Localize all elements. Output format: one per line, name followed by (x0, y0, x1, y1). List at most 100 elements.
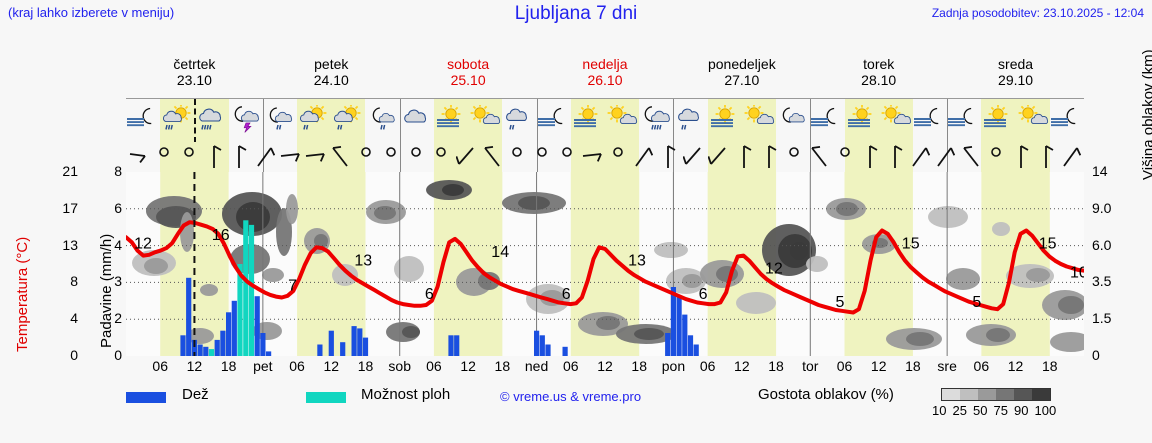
temperature-extreme-label-9: 12 (765, 261, 783, 278)
precipitation-bar-32 (687, 335, 694, 356)
cloudheight-tick-3: 3.5 (1092, 273, 1112, 290)
cloud-drizzle-icon (674, 105, 708, 135)
cloud-density-blob-49 (1058, 296, 1084, 314)
copyright-label[interactable]: © vreme.us & vreme.pro (500, 389, 642, 404)
cloud-density-blob-15 (394, 256, 424, 282)
day-separator-4 (673, 99, 675, 143)
cloud-density-tick-100: 100 (1034, 403, 1057, 418)
cloud-density-blob-29 (682, 274, 702, 288)
barb-light-wind-barb (129, 144, 149, 170)
day-name: petek (314, 56, 349, 72)
precipitation-tick-5: 0 (114, 347, 122, 363)
cloud-icon (400, 105, 434, 135)
day-date: 24.10 (313, 72, 349, 88)
barb-e-wind-barb (280, 144, 300, 170)
barb-n-wind-barb (734, 144, 754, 170)
day-header-5: torek 28.10 (810, 56, 947, 88)
cloudheight-axis-title: Višina oblakov (km) (1140, 49, 1152, 180)
cloud-density-color-scale (941, 388, 1051, 401)
precipitation-bar-20 (357, 328, 363, 356)
day-separator-2 (399, 142, 401, 172)
barb-nw-wind-barb (330, 144, 350, 170)
day-date: 23.10 (176, 72, 212, 88)
cloud-density-blob-12 (332, 264, 358, 286)
calm-circle-wind-barb (557, 144, 577, 170)
night-drizzle-icon (263, 105, 297, 135)
cloud-density-blob-27 (634, 328, 664, 340)
night-fog-icon (126, 105, 160, 135)
calm-circle-wind-barb (507, 144, 527, 170)
calm-circle-wind-barb (532, 144, 552, 170)
temperature-curve (126, 220, 1084, 315)
daylight-band-6 (981, 142, 1050, 172)
precipitation-bar-25 (539, 335, 545, 356)
precipitation-bar-15 (266, 351, 272, 356)
day-header-1: petek 24.10 (263, 56, 400, 88)
day-separator-6 (947, 99, 949, 143)
precipitation-tick-2: 4 (114, 236, 122, 253)
precipitation-bar-7 (220, 330, 226, 356)
day-separator-4 (673, 142, 675, 172)
cloudheight-tick-1: 9.0 (1092, 199, 1112, 216)
rain-legend-swatch (126, 392, 166, 403)
night-fog-icon (537, 105, 571, 135)
precipitation-bar-14 (260, 333, 266, 356)
temperature-extreme-label-0: 12 (134, 236, 152, 253)
precipitation-bar-2 (191, 339, 197, 356)
cloud-density-blob-51 (992, 222, 1010, 236)
cloud-density-blob-19 (478, 272, 500, 290)
x-tick-12: 12 (323, 358, 340, 374)
cloud-density-tick-25: 25 (952, 403, 967, 418)
location-menu-note[interactable]: (kraj lahko izberete v meniju) (8, 5, 175, 20)
x-tick-18: 18 (768, 358, 784, 374)
cloud-density-swatch-4 (1014, 389, 1032, 400)
barb-ne-wind-barb (1061, 144, 1082, 170)
cloud-density-blob-14 (374, 206, 396, 220)
precipitation-bar-23 (454, 335, 460, 356)
precipitation-bar-22 (448, 335, 454, 356)
night-fog-icon (913, 105, 947, 135)
page-title: Ljubljana 7 dni (514, 3, 638, 24)
daylight-band-5 (844, 142, 913, 172)
barb-n-wind-barb (885, 144, 905, 170)
precipitation-bar-1 (186, 277, 192, 356)
x-tick-sob: sob (388, 358, 411, 374)
day-name: četrtek (173, 56, 216, 72)
sun-cloud-icon (879, 105, 913, 135)
x-tick-tor: tor (802, 358, 819, 374)
barb-e-wind-barb (582, 144, 603, 170)
cloud-density-swatch-2 (978, 389, 996, 400)
day-date: 26.10 (587, 72, 623, 88)
x-tick-12: 12 (460, 358, 476, 374)
temperature-extreme-label-13: 15 (1039, 236, 1057, 253)
cloud-density-tick-75: 75 (993, 403, 1008, 418)
calm-circle-wind-barb (608, 144, 628, 170)
day-name: ponedeljek (707, 56, 776, 72)
cloud-density-swatch-0 (942, 389, 960, 400)
precipitation-bar-24 (534, 330, 540, 356)
temperature-tick-labels: 21 17 13 8 4 0 (44, 163, 78, 363)
calm-circle-wind-barb (406, 144, 426, 170)
day-date: 28.10 (861, 72, 897, 88)
day-date: 29.10 (998, 72, 1034, 88)
precipitation-bar-11 (243, 220, 249, 356)
calm-circle-wind-barb (431, 144, 451, 170)
cloud-density-blob-42 (928, 206, 968, 228)
cloud-density-blob-47 (1026, 268, 1050, 282)
x-tick-18: 18 (631, 358, 647, 374)
precipitation-bar-31 (682, 314, 688, 356)
night-cloud-rain-icon (639, 105, 673, 135)
barb-n-wind-barb (229, 144, 249, 170)
cloud-density-blob-11 (314, 234, 328, 248)
precipitation-tick-0: 8 (114, 163, 122, 179)
precipitation-bar-16 (317, 344, 323, 356)
cloud-density-blob-53 (654, 242, 688, 258)
temperature-extreme-label-5: 14 (491, 244, 509, 261)
cloud-density-blob-45 (986, 328, 1010, 342)
daylight-band-4 (707, 142, 777, 172)
cloud-density-tick-50: 50 (973, 403, 988, 418)
temperature-tick-3: 8 (70, 273, 78, 290)
x-tick-06: 06 (426, 358, 442, 374)
cloud-rain-icon (195, 105, 229, 135)
showers-legend-label: Možnost ploh (361, 386, 451, 403)
